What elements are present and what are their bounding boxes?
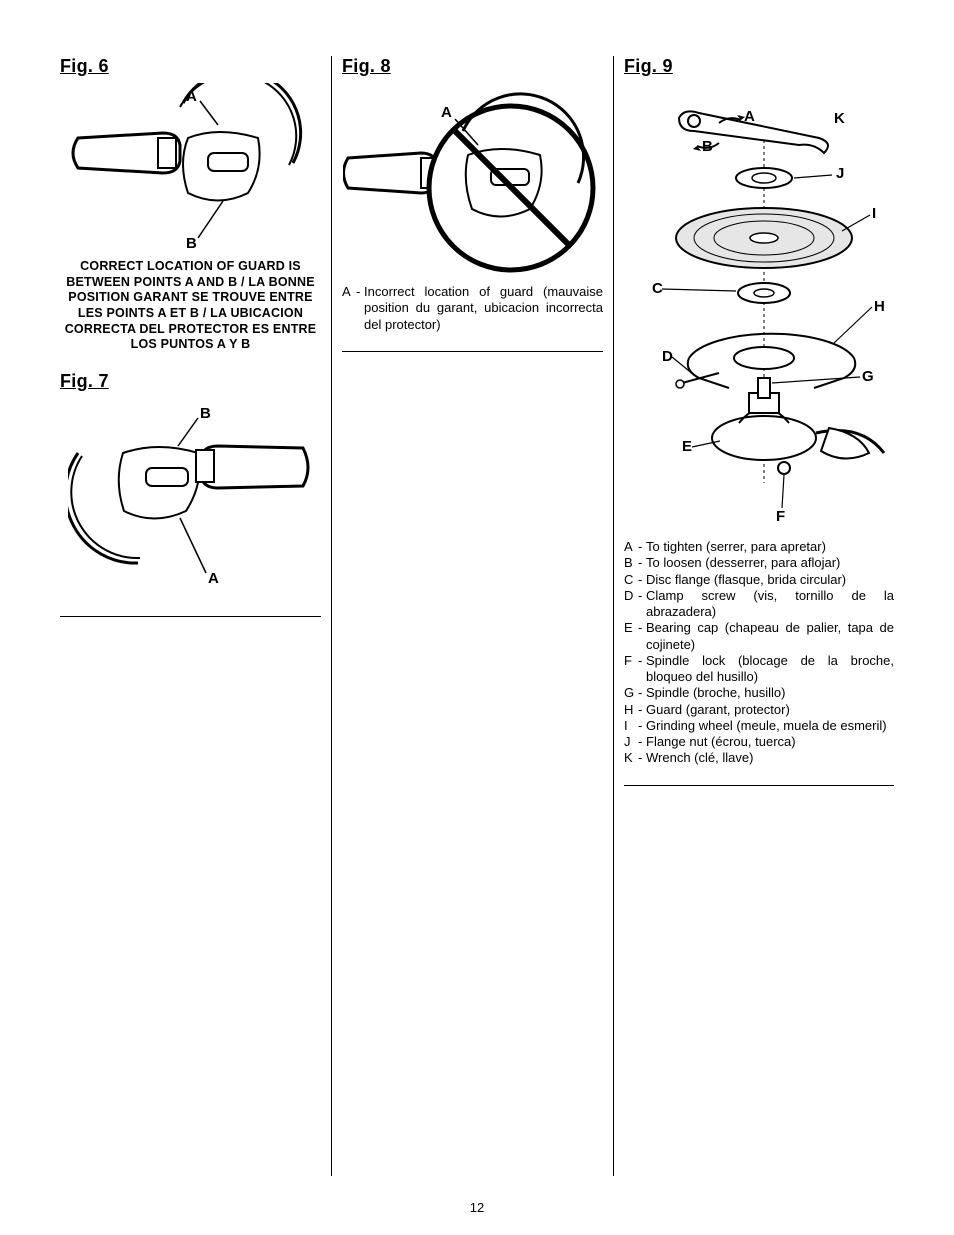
fig8-image: A	[342, 83, 603, 278]
fig7-image: B A	[60, 398, 321, 598]
legend-val: Wrench (clé, llave)	[646, 750, 894, 766]
svg-text:C: C	[652, 280, 663, 297]
fig6-image: A B	[60, 83, 321, 253]
col-1: Fig. 6 A B CORRECT LOCATION OF GUARD IS	[50, 56, 331, 1176]
legend-dash: -	[638, 555, 646, 571]
fig8-legend-row: A - Incorrect location of guard (mauvais…	[342, 284, 603, 333]
legend-val: Grinding wheel (meule, muela de esmeril)	[646, 718, 894, 734]
fig8-title: Fig. 8	[342, 56, 603, 77]
legend-val: Guard (garant, protector)	[646, 702, 894, 718]
legend-dash: -	[638, 653, 646, 686]
fig9-image: A B C D E F K J I H G	[624, 83, 894, 533]
legend-key: A	[624, 539, 638, 555]
fig9-sep	[624, 785, 894, 786]
fig9-title: Fig. 9	[624, 56, 894, 77]
svg-text:A: A	[441, 104, 452, 121]
svg-text:K: K	[834, 110, 845, 127]
svg-text:B: B	[702, 138, 713, 155]
fig9-legend-row: I-Grinding wheel (meule, muela de esmeri…	[624, 718, 894, 734]
legend-key: J	[624, 734, 638, 750]
svg-text:D: D	[662, 348, 673, 365]
legend-dash: -	[638, 702, 646, 718]
svg-text:A: A	[186, 88, 197, 105]
legend-dash: -	[638, 588, 646, 621]
fig8-legend: A - Incorrect location of guard (mauvais…	[342, 284, 603, 333]
fig7-title: Fig. 7	[60, 371, 321, 392]
col-3: Fig. 9	[614, 56, 904, 1176]
fig9-legend-row: E-Bearing cap (chapeau de palier, tapa d…	[624, 620, 894, 653]
legend-val: To tighten (serrer, para apretar)	[646, 539, 894, 555]
page-number: 12	[0, 1200, 954, 1215]
legend-dash: -	[638, 718, 646, 734]
fig9-legend-row: F-Spindle lock (blocage de la broche, bl…	[624, 653, 894, 686]
fig9-legend-row: K-Wrench (clé, llave)	[624, 750, 894, 766]
fig9-legend-row: H-Guard (garant, protector)	[624, 702, 894, 718]
legend-key: C	[624, 572, 638, 588]
svg-text:B: B	[186, 235, 197, 252]
fig7-sep	[60, 616, 321, 617]
legend-dash: -	[638, 572, 646, 588]
legend-val: To loosen (desserrer, para aflojar)	[646, 555, 894, 571]
svg-text:H: H	[874, 298, 885, 315]
fig9-legend: A-To tighten (serrer, para apretar)B-To …	[624, 539, 894, 767]
legend-val: Flange nut (écrou, tuerca)	[646, 734, 894, 750]
col-2: Fig. 8 A A -	[332, 56, 613, 1176]
legend-key: F	[624, 653, 638, 686]
svg-text:B: B	[200, 405, 211, 422]
svg-text:A: A	[744, 108, 755, 125]
legend-key: D	[624, 588, 638, 621]
legend-dash: -	[638, 734, 646, 750]
legend-dash: -	[638, 685, 646, 701]
columns: Fig. 6 A B CORRECT LOCATION OF GUARD IS	[50, 56, 904, 1176]
legend-key: H	[624, 702, 638, 718]
svg-text:A: A	[208, 570, 219, 587]
legend-dash: -	[638, 620, 646, 653]
svg-text:F: F	[776, 508, 785, 525]
fig6-title: Fig. 6	[60, 56, 321, 77]
fig8-sep	[342, 351, 603, 352]
legend-val: Clamp screw (vis, tornillo de la abrazad…	[646, 588, 894, 621]
legend-dash: -	[638, 539, 646, 555]
legend-val: Disc flange (flasque, brida circular)	[646, 572, 894, 588]
fig9-legend-row: D-Clamp screw (vis, tornillo de la abraz…	[624, 588, 894, 621]
legend-key: E	[624, 620, 638, 653]
fig9-legend-row: C-Disc flange (flasque, brida circular)	[624, 572, 894, 588]
legend-val: Spindle lock (blocage de la broche, bloq…	[646, 653, 894, 686]
fig9-legend-row: J-Flange nut (écrou, tuerca)	[624, 734, 894, 750]
fig6-caption: CORRECT LOCATION OF GUARD IS BETWEEN POI…	[60, 259, 321, 353]
legend-key: G	[624, 685, 638, 701]
svg-text:I: I	[872, 205, 876, 222]
svg-text:J: J	[836, 165, 844, 182]
fig9-legend-row: G-Spindle (broche, husillo)	[624, 685, 894, 701]
legend-key: A	[342, 284, 356, 333]
legend-key: B	[624, 555, 638, 571]
legend-val: Bearing cap (chapeau de palier, tapa de …	[646, 620, 894, 653]
legend-dash: -	[356, 284, 364, 333]
fig9-legend-row: A-To tighten (serrer, para apretar)	[624, 539, 894, 555]
legend-dash: -	[638, 750, 646, 766]
svg-text:E: E	[682, 438, 692, 455]
legend-val: Spindle (broche, husillo)	[646, 685, 894, 701]
svg-text:G: G	[862, 368, 874, 385]
fig9-legend-row: B-To loosen (desserrer, para aflojar)	[624, 555, 894, 571]
legend-val: Incorrect location of guard (mauvaise po…	[364, 284, 603, 333]
legend-key: I	[624, 718, 638, 734]
legend-key: K	[624, 750, 638, 766]
